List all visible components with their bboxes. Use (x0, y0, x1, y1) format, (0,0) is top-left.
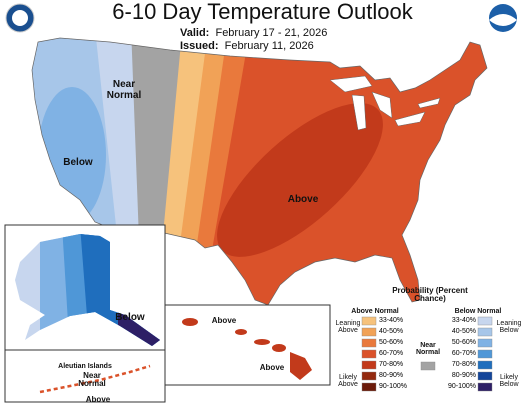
legend-below-title: Below Normal (454, 308, 502, 315)
legend-range: 50-60% (451, 339, 476, 346)
legend-range: 50-60% (379, 339, 404, 346)
legend-range: 90-100% (447, 383, 476, 390)
legend-range: 80-90% (379, 372, 404, 379)
legend-range: 90-100% (379, 383, 408, 390)
map-label: Above (85, 395, 111, 404)
legend-title: Probability (Percent Chance) (392, 286, 468, 304)
map-label: Near Normal (106, 79, 142, 101)
legend-range: 33-40% (379, 317, 404, 324)
legend-likely-below: Likely Below (499, 374, 519, 389)
legend-range: 70-80% (379, 361, 404, 368)
map-label: Above (287, 194, 319, 205)
issued-label: Issued: (180, 40, 219, 52)
issued-line: Issued: February 11, 2026 (180, 40, 314, 53)
title: 6-10 Day Temperature Outlook (112, 0, 413, 24)
legend-range: 60-70% (451, 350, 476, 357)
legend-range: 60-70% (379, 350, 404, 357)
legend-swatch (477, 360, 493, 370)
legend-leaning-below: Leaning Below (496, 320, 522, 335)
aleutian-islands (39, 364, 151, 394)
legend-swatch (361, 327, 377, 337)
island (254, 339, 270, 345)
legend (361, 316, 493, 392)
legend-range: 40-50% (451, 328, 476, 335)
legend-swatch (477, 338, 493, 348)
map-label: Above (259, 363, 285, 372)
legend-swatch (361, 382, 377, 392)
aleutian-inset (4, 349, 166, 403)
legend-range: 70-80% (451, 361, 476, 368)
island (182, 318, 198, 326)
great-lakes (329, 75, 441, 131)
issued-date: February 11, 2026 (224, 40, 314, 52)
valid-line: Valid: February 17 - 21, 2026 (180, 27, 328, 40)
noaa-logo-bird (489, 14, 517, 26)
legend-swatch (477, 371, 493, 381)
legend-swatch (361, 360, 377, 370)
legend-leaning-above: Leaning Above (335, 320, 361, 335)
legend-near-title: Near Normal (415, 342, 441, 357)
legend-swatch (477, 382, 493, 392)
legend-swatch (477, 349, 493, 359)
legend-swatch (361, 316, 377, 326)
legend-range: 80-90% (451, 372, 476, 379)
hawaii (182, 318, 312, 380)
map-label: Below (115, 312, 145, 323)
legend-range: 33-40% (451, 317, 476, 324)
map-label: Aleutian Islands (58, 363, 112, 370)
island (272, 344, 286, 352)
valid-label: Valid: (180, 27, 210, 39)
legend-range: 40-50% (379, 328, 404, 335)
region-above (217, 103, 383, 257)
legend-swatch (361, 338, 377, 348)
legend-swatch (420, 361, 436, 371)
island (290, 352, 312, 380)
map-label: Above (211, 316, 237, 325)
legend-likely-above: Likely Above (338, 374, 358, 389)
legend-swatch (361, 371, 377, 381)
valid-dates: February 17 - 21, 2026 (215, 27, 328, 39)
map-label: Below (63, 157, 93, 168)
map-label: Near Normal (78, 371, 106, 389)
legend-swatch (361, 349, 377, 359)
legend-swatch (477, 327, 493, 337)
legend-above-title: Above Normal (351, 308, 399, 315)
doc-logo-inner (12, 10, 28, 26)
island (235, 329, 247, 335)
legend-swatch (477, 316, 493, 326)
